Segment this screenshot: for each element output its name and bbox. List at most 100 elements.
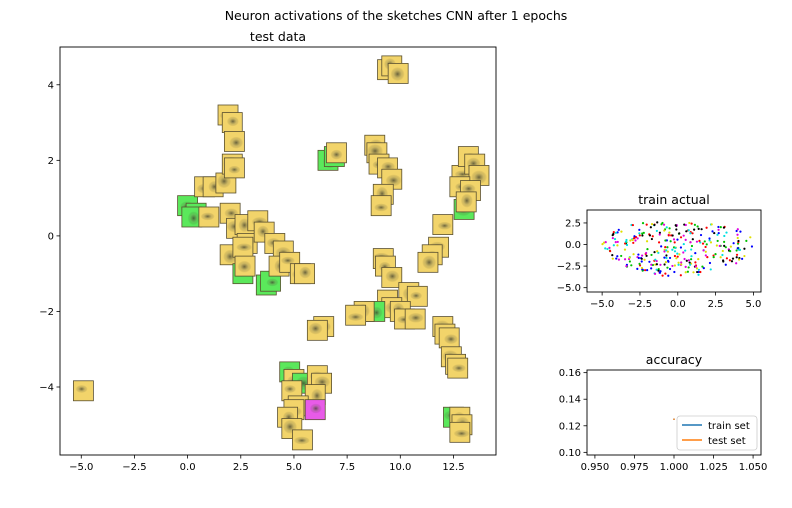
train-point [611, 254, 614, 257]
train-point [612, 244, 615, 247]
train-point [656, 221, 659, 224]
y-tick-label: 0.0 [565, 240, 581, 251]
train-point [735, 256, 738, 259]
train-point [689, 232, 692, 235]
train-point [725, 231, 728, 234]
train-point [687, 229, 690, 232]
train-point [697, 270, 700, 274]
thumbnail-point [432, 214, 454, 235]
train-point [665, 254, 668, 257]
train-point [716, 233, 719, 236]
train-point [661, 221, 664, 225]
train-point [614, 241, 617, 244]
train-point [645, 254, 648, 257]
train-point [638, 234, 641, 237]
train-point [735, 262, 738, 265]
train-point [704, 250, 707, 253]
train-point [702, 249, 705, 252]
legend-test-label: test set [708, 436, 746, 447]
train-point [684, 249, 687, 252]
train-point [711, 230, 714, 233]
train-point [736, 233, 739, 236]
train-point [668, 267, 672, 271]
train-point [656, 250, 659, 253]
train-point [659, 270, 662, 273]
train-point [637, 253, 640, 256]
train-point [743, 247, 746, 250]
x-tick-label: 0.0 [670, 299, 686, 310]
train-point [668, 231, 671, 234]
accuracy-panel: accuracy 0.950 0.975 1.000 1.025 1.050 0.100… [559, 352, 768, 473]
x-tick-label: −5.0 [69, 462, 93, 473]
figure-suptitle: Neuron activations of the sketches CNN a… [225, 8, 568, 23]
train-point [731, 257, 735, 260]
train-point [650, 267, 653, 270]
train-point [606, 247, 609, 251]
train-point [694, 252, 697, 255]
train-actual-panel: train actual −5.0 −2.5 0.0 2.5 5.0 2.5 0.0 −2.… [557, 192, 762, 310]
x-tick-label: −2.5 [122, 462, 146, 473]
train-point [630, 264, 633, 267]
y-tick-label: 0.10 [559, 448, 581, 459]
train-point [688, 221, 691, 225]
train-point [641, 254, 644, 257]
train-point [655, 268, 658, 271]
train-point [721, 253, 724, 257]
train-point [673, 270, 676, 274]
train-point [616, 240, 619, 244]
x-tick-label: 1.000 [660, 462, 689, 473]
train-point [604, 247, 607, 250]
train-point [632, 237, 636, 240]
train-point [738, 258, 741, 261]
train-point [638, 232, 641, 235]
train-point [701, 265, 704, 268]
thumbnail-point [294, 263, 315, 285]
train-point [650, 253, 653, 257]
train-point [657, 251, 660, 254]
train-point [676, 255, 679, 258]
train-point [699, 270, 702, 274]
train-point [715, 244, 718, 247]
x-tick-label: 1.025 [699, 462, 728, 473]
train-point [620, 230, 623, 233]
train-point [674, 246, 677, 250]
train-point [673, 264, 676, 267]
train-point [673, 241, 676, 244]
train-point [612, 232, 615, 236]
train-point [699, 233, 703, 237]
thumbnail-point [221, 112, 243, 133]
train-point [712, 254, 715, 257]
train-point [663, 256, 666, 259]
train-point [698, 239, 701, 242]
train-point [617, 258, 621, 261]
test-data-thumbnails [72, 55, 490, 451]
train-point [705, 243, 708, 246]
thumbnail-point [223, 157, 245, 179]
thumbnail-point [381, 168, 403, 190]
test-data-panel: test data −5.0 −2.5 0.0 2.5 5.0 7.5 10.0 12.5 −… [39, 29, 497, 473]
train-point [651, 235, 654, 238]
train-point [631, 223, 634, 227]
y-tick-label: 2 [48, 156, 54, 167]
train-point [653, 272, 657, 275]
thumbnail-point [449, 421, 471, 443]
thumbnail-point [455, 191, 477, 213]
train-point [739, 230, 742, 233]
train-point [682, 242, 685, 246]
train-point [710, 223, 713, 226]
train-point [749, 236, 752, 239]
train-point [736, 247, 739, 250]
train-point [664, 272, 667, 275]
y-tick-label: 4 [48, 80, 54, 91]
accuracy-x-ticks: 0.950 0.975 1.000 1.025 1.050 [581, 455, 767, 473]
y-tick-label: 2.5 [565, 218, 581, 229]
train-point [658, 233, 661, 236]
train-point [671, 234, 674, 237]
y-tick-label: −5.0 [557, 283, 581, 294]
train-point [666, 246, 669, 249]
train-point [724, 263, 727, 266]
train-point [671, 248, 674, 251]
train-point [682, 234, 685, 237]
train-point [700, 228, 703, 231]
